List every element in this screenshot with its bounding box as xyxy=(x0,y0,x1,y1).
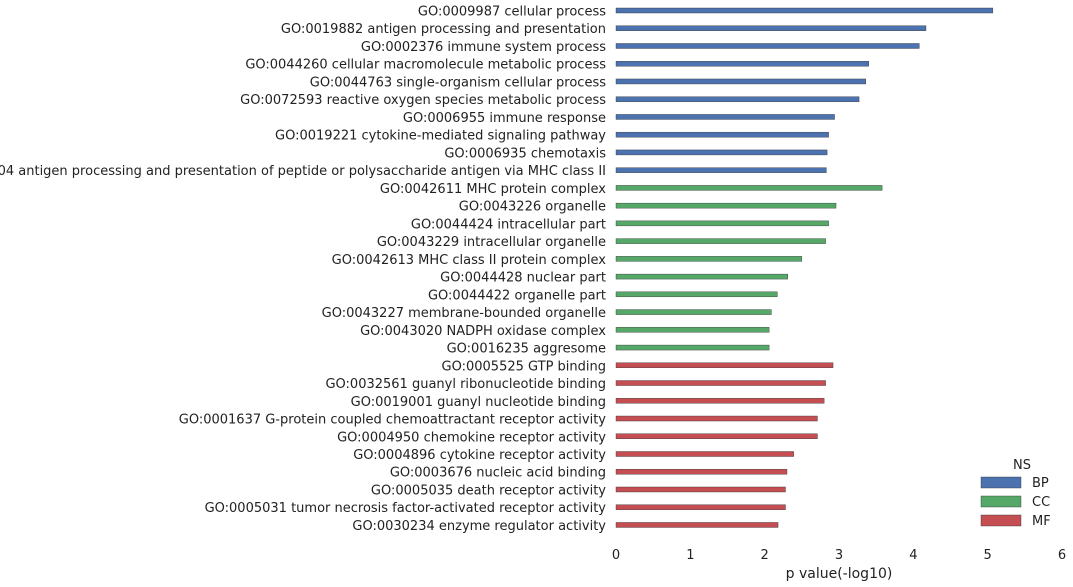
category-label: GO:0044260 cellular macromolecule metabo… xyxy=(245,58,606,73)
category-label: GO:0043227 membrane-bounded organelle xyxy=(322,306,606,321)
category-label: GO:0042613 MHC class II protein complex xyxy=(332,253,607,268)
category-label: GO:0044424 intracellular part xyxy=(411,217,606,232)
legend-label-cc: CC xyxy=(1032,495,1050,510)
category-label: GO:0019221 cytokine-mediated signaling p… xyxy=(275,129,606,144)
category-label: GO:0044763 single-organism cellular proc… xyxy=(310,75,606,90)
x-tick-label: 3 xyxy=(835,548,843,563)
category-label: GO:0072593 reactive oxygen species metab… xyxy=(240,93,606,108)
category-label: GO:0016235 aggresome xyxy=(447,342,606,357)
category-label: GO:0003676 nucleic acid binding xyxy=(390,466,606,481)
category-label: GO:0004896 cytokine receptor activity xyxy=(353,448,606,463)
category-label: GO:0002376 immune system process xyxy=(361,40,606,55)
legend: NS BP CC MF xyxy=(980,458,1051,529)
bar-bp xyxy=(615,43,920,49)
category-label: GO:0006935 chemotaxis xyxy=(444,146,606,161)
category-label: GO:0043020 NADPH oxidase complex xyxy=(360,324,606,339)
legend-label-bp: BP xyxy=(1032,476,1049,491)
legend-swatch-cc xyxy=(980,495,1022,508)
bar-bp xyxy=(615,7,994,14)
category-label: GO:0042611 MHC protein complex xyxy=(380,182,606,197)
bar-mf xyxy=(615,522,779,528)
x-tick-label: 1 xyxy=(686,548,694,563)
category-label: GO:0005525 GTP binding xyxy=(442,359,606,374)
bar-mf xyxy=(615,362,834,368)
category-label: GO:0005035 death receptor activity xyxy=(371,483,606,498)
x-tick-label: 5 xyxy=(984,548,992,563)
category-label: GO:0004950 chemokine receptor activity xyxy=(337,430,606,445)
legend-title: NS xyxy=(1013,458,1031,473)
category-label: GO:0002504 antigen processing and presen… xyxy=(0,164,606,179)
bar-bp xyxy=(615,61,869,67)
x-tick-label: 2 xyxy=(761,548,769,563)
category-label: GO:0043226 organelle xyxy=(459,200,606,215)
bar-mf xyxy=(615,433,818,439)
bars-layer xyxy=(615,7,994,528)
bar-bp xyxy=(615,167,827,173)
category-label: GO:0032561 guanyl ribonucleotide binding xyxy=(325,377,606,392)
bar-cc xyxy=(615,327,770,333)
bar-bp xyxy=(615,96,860,102)
category-label: GO:0030234 enzyme regulator activity xyxy=(352,519,606,534)
x-tick-label: 6 xyxy=(1058,548,1066,563)
x-axis-ticks: 0 1 2 3 4 5 6 xyxy=(612,548,1066,563)
bar-cc xyxy=(615,273,788,280)
bar-cc xyxy=(615,220,829,227)
bar-cc xyxy=(615,202,837,209)
bar-mf xyxy=(615,398,825,404)
bar-mf xyxy=(615,504,786,510)
category-label: GO:0006955 immune response xyxy=(403,111,606,126)
bar-bp xyxy=(615,149,828,156)
bar-cc xyxy=(615,344,770,351)
bar-mf xyxy=(615,469,788,475)
bar-bp xyxy=(615,131,829,138)
category-labels: GO:0009987 cellular process GO:0019882 an… xyxy=(0,5,606,534)
legend-swatch-bp xyxy=(980,476,1022,489)
x-tick-label: 4 xyxy=(909,548,917,563)
bar-bp xyxy=(615,25,927,31)
category-label: GO:0009987 cellular process xyxy=(418,5,606,20)
bar-cc xyxy=(615,309,772,315)
bar-bp xyxy=(615,114,835,120)
bar-cc xyxy=(615,185,883,191)
bar-cc xyxy=(615,256,803,262)
category-label: GO:0044422 organelle part xyxy=(428,288,606,303)
x-axis-label: p value(-log10) xyxy=(786,566,893,582)
category-label: GO:0043229 intracellular organelle xyxy=(377,235,606,250)
bar-cc xyxy=(615,291,778,298)
bar-mf xyxy=(615,415,818,422)
bar-mf xyxy=(615,380,826,386)
legend-swatch-mf xyxy=(980,514,1022,527)
bar-bp xyxy=(615,78,866,85)
x-tick-label: 0 xyxy=(612,548,620,563)
category-label: GO:0044428 nuclear part xyxy=(440,271,606,286)
bar-cc xyxy=(615,238,826,244)
bar-mf xyxy=(615,486,786,493)
category-label: GO:0001637 G-protein coupled chemoattrac… xyxy=(179,413,607,428)
category-label: GO:0019882 antigen processing and presen… xyxy=(281,22,606,37)
bar-mf xyxy=(615,451,794,457)
category-label: GO:0005031 tumor necrosis factor-activat… xyxy=(205,501,607,516)
category-label: GO:0019001 guanyl nucleotide binding xyxy=(351,395,606,410)
legend-label-mf: MF xyxy=(1032,514,1051,529)
